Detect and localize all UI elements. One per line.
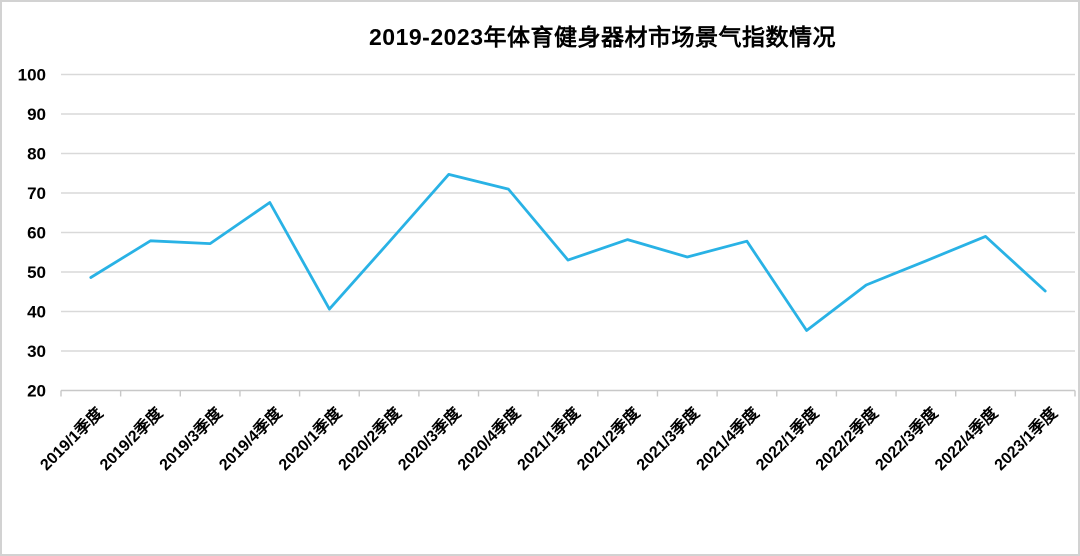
- y-tick-label: 30: [27, 342, 46, 361]
- y-tick-label: 50: [27, 263, 46, 282]
- x-tick-label: 2022/3季度: [871, 403, 942, 474]
- x-tick-label: 2023/1季度: [990, 403, 1061, 474]
- x-tick-label: 2019/3季度: [155, 403, 226, 474]
- x-tick-label: 2020/3季度: [394, 403, 465, 474]
- y-tick-label: 90: [27, 105, 46, 124]
- x-tick-label: 2020/4季度: [454, 403, 525, 474]
- x-tick-label: 2022/2季度: [811, 403, 882, 474]
- y-tick-label: 20: [27, 382, 46, 401]
- y-tick-label: 60: [27, 224, 46, 243]
- x-tick-label: 2019/1季度: [36, 403, 107, 474]
- chart-title: 2019-2023年体育健身器材市场景气指数情况: [369, 24, 836, 50]
- x-tick-label: 2021/3季度: [632, 403, 703, 474]
- x-tick-label: 2021/4季度: [692, 403, 763, 474]
- y-tick-label: 40: [27, 303, 46, 322]
- x-tick-label: 2021/2季度: [573, 403, 644, 474]
- data-series-line: [89, 172, 1047, 332]
- y-tick-label: 100: [18, 66, 46, 85]
- x-tick-label: 2019/2季度: [96, 403, 167, 474]
- x-tick-label: 2022/4季度: [931, 403, 1002, 474]
- x-tick-label: 2020/2季度: [334, 403, 405, 474]
- y-tick-label: 70: [27, 184, 46, 203]
- x-tick-label: 2019/4季度: [215, 403, 286, 474]
- y-tick-label: 80: [27, 145, 46, 164]
- x-tick-label: 2022/1季度: [752, 403, 823, 474]
- x-tick-label: 2020/1季度: [275, 403, 346, 474]
- x-tick-label: 2021/1季度: [513, 403, 584, 474]
